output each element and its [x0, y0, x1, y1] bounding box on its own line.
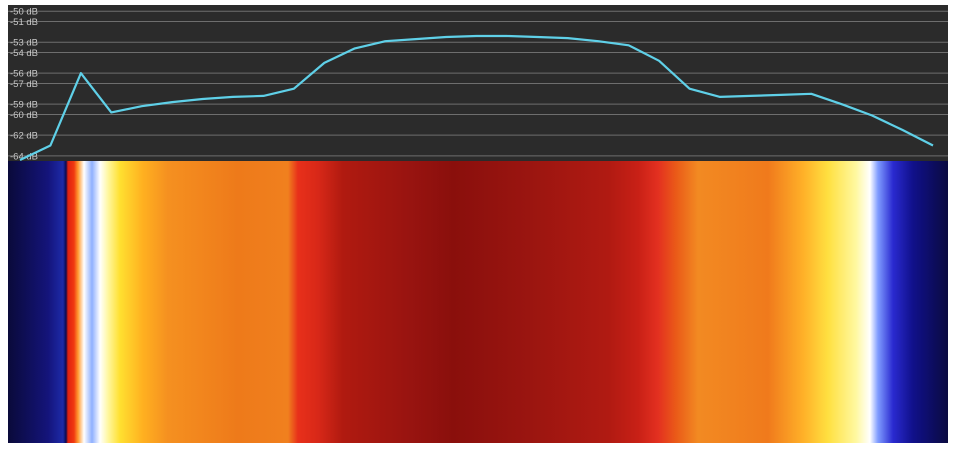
y-tick-label: -62 dB: [10, 131, 38, 142]
y-tick-label: -64 dB: [10, 151, 38, 161]
spectrum-background: [8, 5, 948, 161]
spectrum-trace: [19, 34, 934, 161]
y-tick-label: -51 dB: [10, 17, 38, 28]
waterfall: [8, 161, 948, 443]
y-tick-label: -54 dB: [10, 48, 38, 59]
y-tick-label: -57 dB: [10, 79, 38, 90]
y-tick-label: -56 dB: [10, 69, 38, 80]
y-tick-label: -53 dB: [10, 38, 38, 49]
y-tick-label: -59 dB: [10, 100, 38, 111]
spectrum-panel: -50 dB-51 dB -53 dB-54 dB -56 dB-57 dB -59 …: [8, 5, 948, 161]
trace: [19, 34, 934, 161]
tick-labels: -50 dB-51 dB -53 dB-54 dB -56 dB-57 dB -59 …: [10, 7, 38, 161]
y-tick-label: -60 dB: [10, 110, 38, 121]
y-tick-label: -50 dB: [10, 7, 38, 18]
